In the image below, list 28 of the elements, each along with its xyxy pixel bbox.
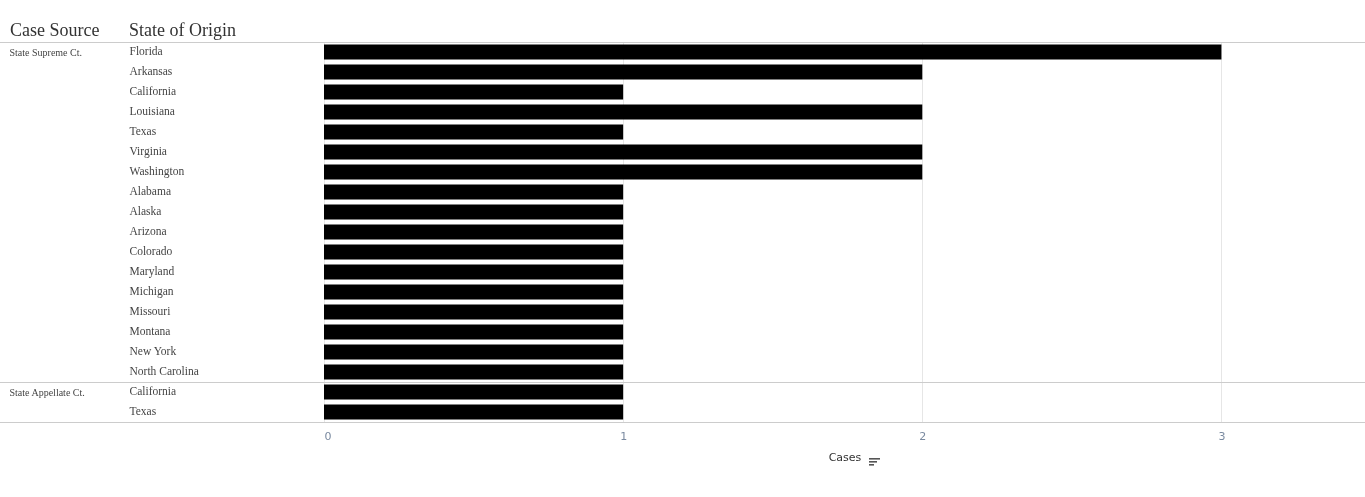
- y-axis-title: State Appellate Ct.: [9, 386, 85, 398]
- y-tick-label: Michigan: [129, 285, 174, 298]
- y-axis-title: State Supreme Ct.: [9, 46, 82, 58]
- y-tick-label: Montana: [129, 325, 171, 337]
- y-tick-label: Arizona: [129, 225, 167, 237]
- y-tick-label: California: [129, 385, 177, 397]
- y-tick-label: North Carolina: [129, 365, 199, 377]
- y-tick-label: Arkansas: [129, 65, 173, 77]
- x-tick-label: 2: [919, 429, 927, 443]
- y-tick-label: Alaska: [129, 205, 162, 217]
- text: Case Source: [10, 20, 100, 41]
- y-tick-label: Washington: [129, 165, 185, 178]
- y-tick-label: Colorado: [129, 245, 173, 257]
- y-tick-label: Missouri: [129, 305, 171, 317]
- x-tick-label: 1: [620, 429, 628, 443]
- y-tick-label: New York: [129, 345, 177, 357]
- y-tick-label: California: [129, 85, 177, 97]
- y-tick-label: Texas: [129, 125, 157, 137]
- y-tick-label: Texas: [129, 405, 157, 417]
- y-tick-label: Maryland: [129, 265, 175, 278]
- x-axis-title: Cases: [828, 450, 862, 464]
- x-tick-label: 0: [324, 429, 332, 443]
- y-tick-label: Louisiana: [129, 105, 175, 117]
- y-tick-label: Florida: [129, 45, 163, 57]
- x-tick-label: 3: [1218, 429, 1226, 443]
- text: State of Origin: [129, 20, 236, 41]
- y-tick-label: Alabama: [129, 185, 172, 197]
- y-tick-label: Virginia: [129, 145, 167, 158]
